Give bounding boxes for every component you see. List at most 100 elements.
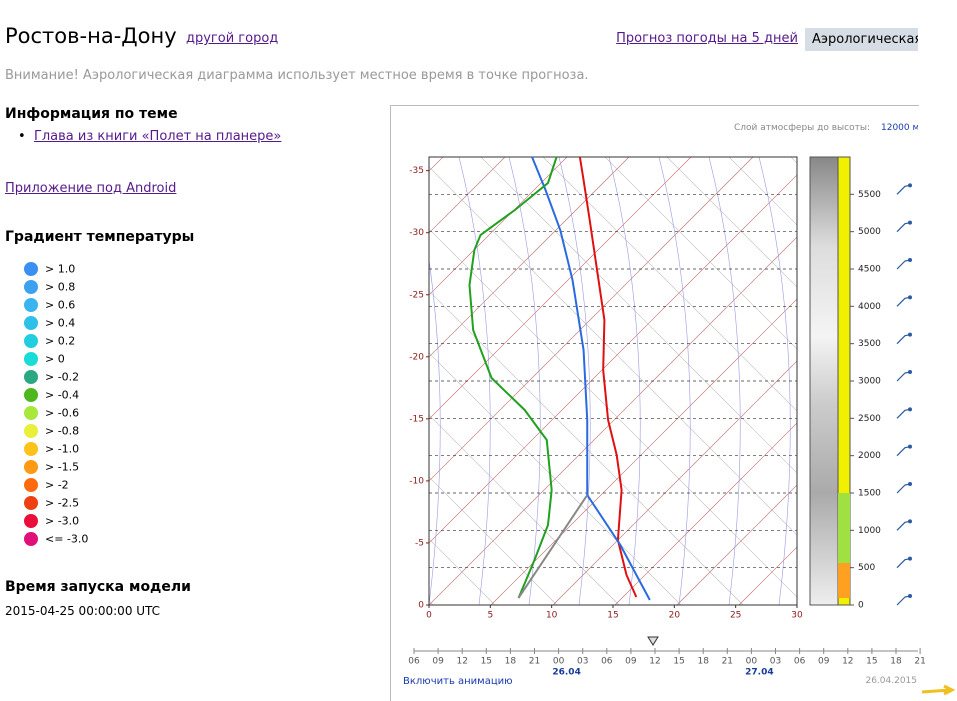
wind-barb [897,409,910,418]
mixing-line [531,145,957,605]
timeline-hour: 18 [505,657,517,667]
profile-line [469,157,556,598]
timeline-hour: 09 [625,657,637,667]
y-tick-label: 5000 [858,227,881,237]
timeline-hour: 12 [649,657,660,667]
isotherm-line [305,145,765,605]
y-tick-label: 3000 [858,377,881,387]
timeline-hour: 09 [818,657,830,667]
y-tick-label: 2000 [858,451,881,461]
y-tick-label: 1500 [858,489,881,499]
wind-dot [908,594,912,598]
page: Ростов-на-Дону другой город Прогноз пого… [0,0,957,700]
y2-tick-label: 0 [418,601,424,611]
mixing-line [283,145,743,605]
timeline-hour: 15 [866,657,877,667]
x-tick-label: 20 [669,611,681,621]
y2-tick-label: -35 [409,166,424,176]
wind-barb [897,521,910,530]
wind-dot [908,221,912,225]
timeline-hour: 06 [408,657,420,667]
timeline-date: 26.04 [552,668,580,678]
isotherm-line [0,145,455,605]
mixing-line [841,145,957,605]
mixing-line [407,145,867,605]
y2-tick-label: -15 [409,414,424,424]
timeline-hour: 09 [432,657,444,667]
timeline-hour: 06 [601,657,613,667]
isotherm-line [0,145,393,605]
y-tick-label: 5500 [858,190,881,200]
wind-barb [897,447,910,456]
timeline-hour: 12 [842,657,853,667]
adiabat-line [309,157,340,605]
color-bar [810,157,838,605]
mixing-line [655,145,957,605]
y2-tick-label: -30 [409,228,424,238]
wind-barb [897,484,910,493]
orange-bar [838,563,850,598]
mixing-line [0,145,433,605]
y-tick-label: 3500 [858,339,881,349]
wind-dot [908,519,912,523]
green-bar [838,493,850,563]
y-tick-label: 4000 [858,302,881,312]
isotherm-line [181,145,641,605]
wind-dot [908,445,912,449]
wind-barb [897,372,910,381]
profile-line [519,495,588,598]
wind-barb [897,559,910,568]
mixing-line [35,145,495,605]
x-tick-label: 10 [546,611,558,621]
x-tick-label: 5 [487,611,493,621]
next-arrow[interactable] [922,686,952,694]
y2-tick-label: -20 [409,352,424,362]
wind-barb [897,596,910,605]
wind-dot [908,333,912,337]
y2-tick-label: -5 [415,538,424,548]
timeline-marker[interactable] [648,637,658,645]
y-tick-label: 1000 [858,526,881,536]
x-tick-label: 25 [730,611,741,621]
timeline-hour: 12 [456,657,467,667]
isotherm-line [863,145,957,605]
mixing-line [903,145,957,605]
mixing-line [779,145,957,605]
mixing-line [469,145,929,605]
y-tick-label: 0 [858,601,864,611]
timeline-hour: 21 [914,657,925,667]
wind-dot [908,370,912,374]
wind-dot [908,407,912,411]
mixing-line [159,145,619,605]
timeline-date: 27.04 [745,668,773,678]
timeline-hour: 18 [890,657,902,667]
y-tick-label: 2500 [858,414,881,424]
y-tick-label: 4500 [858,265,881,275]
y2-tick-label: -10 [409,476,424,486]
mixing-line [97,145,557,605]
diagram: 0 500 1000 1500 2000 2500 3000 3500 4000 4500 5000… [0,0,957,700]
wind-barb [897,297,910,306]
wind-dot [908,295,912,299]
x-tick-label: 30 [791,611,803,621]
isotherm-line [243,145,703,605]
isotherm-line [57,145,517,605]
y-tick-label: 500 [858,563,875,573]
y2-tick-label: -25 [409,290,424,300]
timeline-hour: 15 [673,657,684,667]
wind-dot [908,183,912,187]
timeline-hour: 06 [794,657,806,667]
wind-dot [908,557,912,561]
timeline-hour: 21 [722,657,733,667]
timeline-hour: 15 [481,657,492,667]
x-tick-label: 15 [607,611,618,621]
wind-dot [908,482,912,486]
profile-line [580,157,636,597]
wind-barb [897,335,910,344]
wind-barb [897,260,910,269]
timeline-hour: 03 [770,657,781,667]
wind-dot [908,258,912,262]
wind-barb [897,185,910,194]
timeline-hour: 03 [577,657,588,667]
timeline-hour: 21 [529,657,540,667]
